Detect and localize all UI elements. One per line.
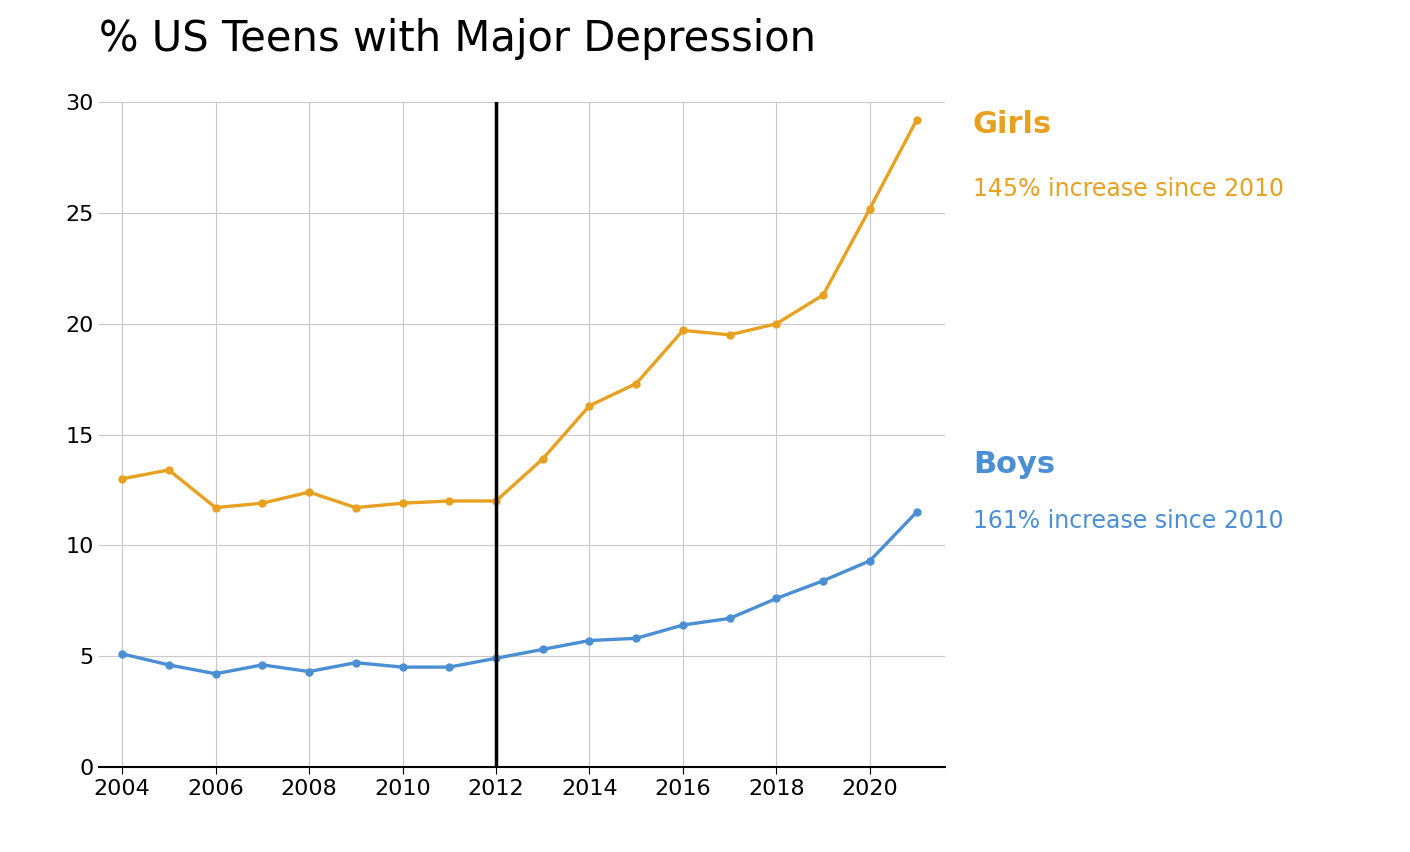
Text: Girls: Girls bbox=[973, 110, 1052, 139]
Text: Boys: Boys bbox=[973, 450, 1055, 479]
Text: % US Teens with Major Depression: % US Teens with Major Depression bbox=[99, 18, 816, 60]
Text: 161% increase since 2010: 161% increase since 2010 bbox=[973, 509, 1283, 533]
Text: 145% increase since 2010: 145% increase since 2010 bbox=[973, 177, 1285, 201]
